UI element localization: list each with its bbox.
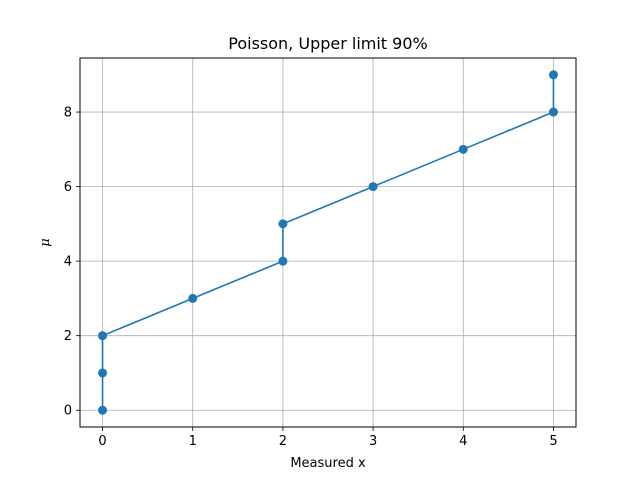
- plot-frame: [79, 57, 577, 428]
- chart-title: Poisson, Upper limit 90%: [228, 34, 427, 53]
- y-tick-label: 0: [64, 404, 72, 419]
- x-axis-title: Measured x: [290, 456, 366, 471]
- x-tick-label: 0: [98, 434, 106, 449]
- series-polyline: [101, 74, 555, 411]
- y-tick-label: 4: [64, 255, 72, 270]
- data-point: [458, 144, 468, 154]
- grid: [80, 58, 576, 427]
- x-tick-label: 3: [369, 434, 377, 449]
- data-point: [98, 368, 108, 378]
- x-tick-label: 2: [279, 434, 287, 449]
- y-tick-label: 6: [64, 180, 72, 195]
- data-point: [368, 182, 378, 192]
- y-tick-label: 2: [64, 329, 72, 344]
- series-line: [98, 70, 558, 415]
- x-tick-label: 5: [549, 434, 557, 449]
- data-point: [548, 107, 558, 117]
- y-tick-label: 8: [64, 106, 72, 121]
- data-point: [188, 293, 198, 303]
- data-point: [278, 219, 288, 229]
- data-point: [548, 70, 558, 80]
- data-point: [98, 405, 108, 415]
- y-axis-title: μ: [38, 238, 53, 246]
- data-point: [278, 256, 288, 266]
- data-point: [98, 331, 108, 341]
- x-tick-label: 4: [459, 434, 467, 449]
- y-axis: 0 2 4 6 8: [64, 106, 80, 419]
- x-axis: 0 1 2 3 4 5: [98, 427, 558, 449]
- x-tick-label: 1: [189, 434, 197, 449]
